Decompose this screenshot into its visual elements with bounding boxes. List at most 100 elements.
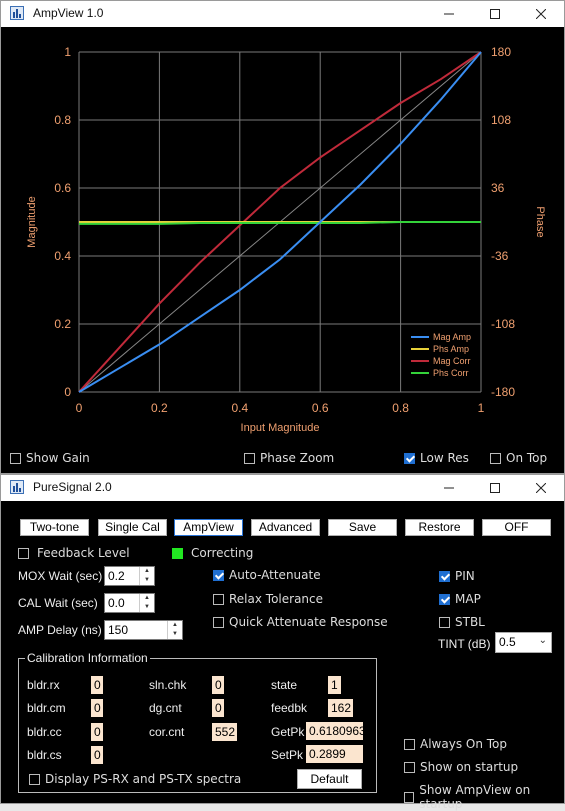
always-on-top-checkbox[interactable]: Always On Top (404, 737, 507, 751)
ampview-titlebar[interactable]: AmpView 1.0 (1, 1, 564, 27)
pin-box[interactable] (439, 570, 450, 582)
restore-button[interactable]: Restore (405, 519, 474, 536)
low-res-checkbox[interactable]: Low Res (404, 451, 469, 465)
two-tone-button[interactable]: Two-tone (20, 519, 89, 536)
legend-label: Mag Amp (433, 332, 471, 342)
quick-attenuate-label: Quick Attenuate Response (229, 615, 388, 629)
getpk-value: 0.6180963 (306, 722, 366, 740)
low-res-box[interactable] (404, 452, 415, 464)
chevron-down-icon[interactable]: ⌄ (538, 635, 547, 646)
feedback-level-box[interactable] (18, 547, 29, 559)
feedback-level-checkbox[interactable]: Feedback Level (18, 546, 130, 560)
close-icon (535, 482, 547, 494)
y2-tick-label: -36 (491, 249, 509, 263)
show-on-startup-box[interactable] (404, 761, 415, 773)
advanced-button[interactable]: Advanced (251, 519, 320, 536)
maximize-button[interactable] (472, 1, 518, 27)
state-label: state (271, 678, 298, 692)
ampview-window: AmpView 1.0 0 0.2 0.4 0.6 0.8 1 0 0.2 0.4 0.6 0.8 1… (0, 0, 565, 474)
phase-zoom-checkbox[interactable]: Phase Zoom (244, 451, 334, 465)
auto-attenuate-box[interactable] (213, 569, 224, 581)
minimize-button[interactable] (426, 1, 472, 27)
ampview-title: AmpView 1.0 (33, 6, 104, 20)
state-value: 1 (328, 676, 341, 694)
legend-label: Phs Corr (433, 368, 469, 378)
display-spectra-box[interactable] (29, 773, 40, 785)
default-button[interactable]: Default (297, 769, 362, 789)
y-tick-label: 0.4 (54, 249, 71, 263)
close-button[interactable] (518, 475, 564, 501)
tint-value[interactable]: 0.5 (499, 635, 516, 649)
mox-wait-spinner[interactable]: 0.2 ▲ ▼ (104, 566, 155, 586)
bldr-cs-label: bldr.cs (27, 748, 62, 762)
tint-select[interactable]: 0.5 ⌄ (495, 632, 552, 653)
x-axis-label: Input Magnitude (241, 422, 320, 434)
ampview-button[interactable]: AmpView (174, 519, 243, 536)
stbl-box[interactable] (439, 616, 450, 628)
relax-tolerance-checkbox[interactable]: Relax Tolerance (213, 592, 323, 606)
spinner-arrows-icon[interactable]: ▲ ▼ (139, 594, 154, 612)
phase-zoom-box[interactable] (244, 452, 255, 464)
ampview-chart: 0 0.2 0.4 0.6 0.8 1 0 0.2 0.4 0.6 0.8 1 -180 -108 -36 3… (26, 45, 546, 434)
save-button[interactable]: Save (328, 519, 397, 536)
legend-label: Phs Amp (433, 344, 469, 354)
y-tick-label: 0.2 (54, 317, 71, 331)
display-spectra-checkbox[interactable]: Display PS-RX and PS-TX spectra (29, 772, 241, 786)
spinner-arrows-icon[interactable]: ▲ ▼ (167, 621, 182, 639)
bldr-cm-label: bldr.cm (27, 701, 66, 715)
cal-wait-value[interactable]: 0.0 (108, 596, 125, 610)
tint-label: TINT (dB) (438, 637, 491, 651)
spinner-arrows-icon[interactable]: ▲ ▼ (139, 567, 154, 585)
amp-delay-value[interactable]: 150 (108, 623, 129, 637)
cor-cnt-label: cor.cnt (149, 725, 185, 739)
x-tick-label: 0.4 (231, 401, 248, 415)
off-button[interactable]: OFF (482, 519, 551, 536)
always-on-top-box[interactable] (404, 738, 415, 750)
minimize-icon (444, 13, 454, 15)
y-tick-label: 0 (64, 385, 71, 399)
show-on-startup-checkbox[interactable]: Show on startup (404, 760, 518, 774)
puresignal-titlebar[interactable]: PureSignal 2.0 (1, 475, 564, 501)
minimize-icon (444, 487, 454, 489)
single-cal-button[interactable]: Single Cal (98, 519, 167, 536)
amp-delay-spinner[interactable]: 150 ▲ ▼ (104, 620, 183, 640)
map-box[interactable] (439, 593, 450, 605)
map-checkbox[interactable]: MAP (439, 592, 481, 606)
maximize-icon (490, 9, 500, 19)
auto-attenuate-checkbox[interactable]: Auto-Attenuate (213, 568, 321, 582)
series-line-mag-amp (78, 51, 482, 393)
show-gain-box[interactable] (10, 452, 21, 464)
y2-tick-label: 36 (491, 181, 505, 195)
minimize-button[interactable] (426, 475, 472, 501)
relax-tolerance-box[interactable] (213, 593, 224, 605)
puresignal-title: PureSignal 2.0 (33, 480, 112, 494)
on-top-checkbox[interactable]: On Top (490, 451, 547, 465)
stbl-label: STBL (455, 615, 485, 629)
x-tick-label: 0.6 (312, 401, 329, 415)
show-ampview-startup-checkbox[interactable]: Show AmpView on startup (404, 783, 564, 811)
y2-tick-label: -108 (491, 317, 515, 331)
show-ampview-startup-box[interactable] (404, 791, 415, 803)
y-tick-label: 0.8 (54, 113, 71, 127)
bldr-cm-value: 0 (91, 699, 103, 717)
stbl-checkbox[interactable]: STBL (439, 615, 485, 629)
series-line-mag-corr (78, 51, 482, 393)
bldr-cc-value: 0 (91, 723, 103, 741)
on-top-box[interactable] (490, 452, 501, 464)
feedbk-label: feedbk (271, 701, 308, 715)
pin-checkbox[interactable]: PIN (439, 569, 475, 583)
on-top-label: On Top (506, 451, 548, 465)
close-button[interactable] (518, 1, 564, 27)
cal-wait-spinner[interactable]: 0.0 ▲ ▼ (104, 593, 155, 613)
quick-attenuate-checkbox[interactable]: Quick Attenuate Response (213, 615, 388, 629)
y2-axis-label: Phase (534, 206, 546, 237)
x-tick-label: 0.2 (151, 401, 168, 415)
quick-attenuate-box[interactable] (213, 616, 224, 628)
getpk-label: GetPk (271, 725, 305, 739)
correcting-label: Correcting (191, 546, 254, 560)
maximize-button[interactable] (472, 475, 518, 501)
show-gain-checkbox[interactable]: Show Gain (10, 451, 90, 465)
calibration-title: Calibration Information (25, 651, 150, 665)
relax-tolerance-label: Relax Tolerance (229, 592, 324, 606)
mox-wait-value[interactable]: 0.2 (108, 569, 125, 583)
